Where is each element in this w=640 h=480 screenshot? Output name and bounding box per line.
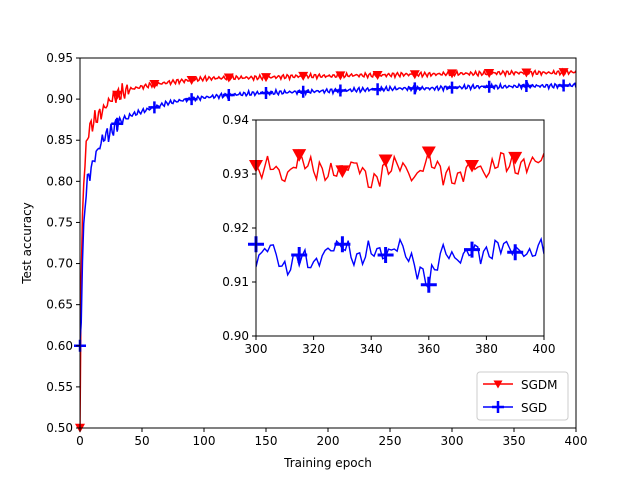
inset-x-tick-label: 400 [533, 342, 556, 356]
main-sgd-marker [334, 84, 347, 97]
inset-sgdm-marker [378, 154, 393, 168]
legend-sgdm-label: SGDM [521, 378, 558, 392]
main-sgdm-marker [223, 73, 234, 83]
inset-x-tick-label: 320 [302, 342, 325, 356]
inset-axes: 300 320 340 360 380 400 0.90 0.91 0.92 0.93 0.94 [222, 113, 555, 356]
main-sgdm-marker [149, 80, 160, 90]
main-x-tick-label: 350 [503, 434, 526, 448]
main-y-tick-label: 0.50 [46, 421, 73, 435]
inset-y-tick-label: 0.94 [222, 113, 249, 127]
main-x-tick-label: 150 [255, 434, 278, 448]
main-sgdm-line [80, 67, 576, 428]
main-x-tick-label: 200 [317, 434, 340, 448]
main-sgd-marker [111, 117, 124, 130]
inset-sgdm-marker [292, 149, 307, 162]
inset-sgd-marker [377, 247, 394, 263]
legend-sgdm-marker-icon [493, 380, 503, 389]
main-sgd-marker [520, 79, 533, 92]
main-y-tick-label: 0.95 [46, 51, 73, 65]
main-sgdm-marker [372, 71, 383, 81]
main-x-tick-label: 50 [134, 434, 149, 448]
main-y-tick-label: 0.55 [46, 380, 73, 394]
inset-sgd-marker [507, 244, 524, 261]
inset-sgdm-marker [335, 165, 350, 178]
inset-sgdm-marker [421, 146, 436, 160]
main-sgdm-marker [558, 68, 569, 78]
legend-sgd-marker-icon [492, 401, 504, 413]
main-sgd-marker [557, 79, 570, 92]
main-sgdm-marker [298, 71, 309, 81]
inset-y-tick-label: 0.93 [222, 167, 249, 181]
inset-x-tick-label: 340 [360, 342, 383, 356]
main-y-tick-label: 0.65 [46, 298, 73, 312]
inset-y-tick-label: 0.92 [222, 221, 249, 235]
inset-plot-background [256, 120, 544, 336]
inset-sgdm-marker [508, 151, 523, 165]
legend-sgd-label: SGD [521, 401, 547, 415]
inset-y-tick-label: 0.91 [222, 275, 249, 289]
main-x-tick-label: 300 [441, 434, 464, 448]
main-x-tick-label: 400 [565, 434, 588, 448]
main-y-tick-label: 0.70 [46, 257, 73, 271]
main-sgd-marker [222, 89, 235, 101]
main-y-tick-label: 0.60 [46, 339, 73, 353]
inset-plot-series-layer [256, 148, 544, 291]
main-y-tick-label: 0.90 [46, 92, 73, 106]
inset-x-tick-label: 360 [417, 342, 440, 356]
main-x-tick-label: 250 [379, 434, 402, 448]
main-sgd-marker [148, 101, 161, 114]
inset-sgd-line [256, 236, 544, 291]
main-sgd-marker [260, 86, 272, 99]
main-sgdm-marker [335, 71, 346, 81]
main-sgdm-marker [409, 70, 420, 80]
inset-y-tick-label: 0.90 [222, 329, 249, 343]
main-sgd-marker [185, 93, 198, 106]
main-x-tick-label: 0 [76, 434, 84, 448]
inset-x-tick-label: 300 [245, 342, 268, 356]
main-sgdm-marker [112, 90, 123, 100]
main-y-tick-label: 0.75 [46, 215, 73, 229]
main-sgdm-marker [521, 68, 532, 78]
main-sgd-marker [446, 81, 458, 94]
inset-sgd-marker [334, 236, 351, 253]
main-sgdm-marker [484, 68, 495, 78]
main-y-axis-label: Test accuracy [20, 202, 34, 285]
inset-sgdm-marker [465, 159, 479, 173]
inset-x-tick-label: 380 [475, 342, 498, 356]
main-x-axis-label: Training epoch [283, 456, 372, 470]
main-sgd-marker [371, 83, 384, 96]
inset-sgd-marker [420, 276, 437, 293]
main-sgd-marker [408, 82, 421, 95]
inset-sgd-marker [464, 241, 480, 258]
legend: SGDM SGD [476, 371, 569, 421]
main-sgd-marker [483, 80, 496, 93]
inset-sgdm-line [256, 148, 544, 189]
main-y-tick-label: 0.85 [46, 133, 73, 147]
inset-sgd-marker [291, 247, 308, 263]
main-sgdm-marker [186, 75, 197, 85]
main-sgd-marker [297, 85, 310, 98]
main-sgdm-marker [261, 73, 271, 83]
main-x-tick-label: 100 [193, 434, 216, 448]
main-sgdm-marker [447, 69, 457, 79]
main-y-tick-label: 0.80 [46, 174, 73, 188]
